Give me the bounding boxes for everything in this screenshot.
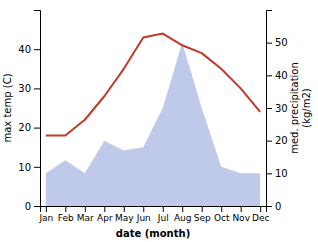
- tick-label: 40: [18, 44, 31, 55]
- tick-label: Mar: [77, 213, 94, 223]
- tick: 0: [25, 201, 40, 212]
- tick: 0: [266, 201, 281, 212]
- tick: 10: [18, 162, 40, 173]
- y2-axis: 0 10 20 30 40 50: [266, 11, 288, 212]
- tick: 40: [18, 44, 40, 55]
- tick-mark: [34, 88, 40, 89]
- tick-label: 0: [275, 201, 281, 212]
- tick: Mar: [77, 206, 94, 223]
- tick: May: [115, 206, 134, 223]
- x-axis-line: [41, 207, 267, 213]
- tick: 30: [266, 103, 288, 114]
- tick: Nov: [232, 206, 250, 223]
- y2-axis-line: [267, 11, 273, 207]
- tick-label: 50: [275, 37, 288, 48]
- tick-label: Aug: [174, 213, 192, 223]
- tick: 10: [266, 168, 288, 179]
- tick-mark: [34, 128, 40, 129]
- tick-mark: [124, 206, 125, 212]
- tick-mark: [266, 43, 272, 44]
- tick-mark: [182, 206, 183, 212]
- tick-label: 10: [18, 162, 31, 173]
- tick: 40: [266, 70, 288, 81]
- tick-label: 30: [18, 83, 31, 94]
- tick: Oct: [214, 206, 230, 223]
- tick-mark: [260, 206, 261, 212]
- tick-label: Oct: [214, 213, 230, 223]
- tick-mark: [221, 206, 222, 212]
- tick: Aug: [174, 206, 192, 223]
- tick: Apr: [97, 206, 113, 223]
- tick-mark: [202, 206, 203, 212]
- tick-mark: [266, 108, 272, 109]
- tick-mark: [241, 206, 242, 212]
- tick-label: Sep: [194, 213, 211, 223]
- tick: Jun: [136, 206, 151, 223]
- tick-mark: [34, 206, 40, 207]
- tick-label: Nov: [232, 213, 250, 223]
- tick-mark: [143, 206, 144, 212]
- tick: Jul: [157, 206, 169, 223]
- tick-mark: [163, 206, 164, 212]
- tick-label: 40: [275, 70, 288, 81]
- y-axis: 0 10 20 30 40: [18, 11, 40, 212]
- y-axis-title: max temp (C): [2, 73, 13, 142]
- tick: Dec: [252, 206, 269, 223]
- x-axis-title: date (month): [116, 228, 190, 239]
- chart: Jan FebMarAprMayJun Jul AugSepOctNovDec 0 10 2…: [0, 0, 318, 242]
- tick: 50: [266, 37, 288, 48]
- tick: Jan: [38, 206, 53, 223]
- tick-mark: [266, 141, 272, 142]
- tick-mark: [65, 206, 66, 212]
- tick-mark: [266, 206, 272, 207]
- tick-label: Apr: [97, 213, 113, 223]
- tick-label: 20: [18, 122, 31, 133]
- y-axis-line: [34, 11, 41, 207]
- tick: 20: [266, 135, 288, 146]
- tick-label: Jan: [38, 213, 53, 223]
- tick-mark: [34, 167, 40, 168]
- y2-axis-title: med. precipitation(kg/m2): [289, 62, 312, 154]
- plot: Jan FebMarAprMayJun Jul AugSepOctNovDec 0 10 2…: [2, 11, 312, 240]
- tick: Sep: [194, 206, 211, 223]
- tick-label: 20: [275, 135, 288, 146]
- marks: [46, 34, 260, 206]
- tick-label: 0: [25, 201, 31, 212]
- tick-mark: [104, 206, 105, 212]
- tick-label: Jul: [157, 213, 169, 223]
- tick-mark: [85, 206, 86, 212]
- tick-label: 30: [275, 103, 288, 114]
- tick-mark: [266, 173, 272, 174]
- line: [46, 34, 260, 136]
- tick-label: Jun: [136, 213, 151, 223]
- tick-label: May: [115, 213, 134, 223]
- tick-label: Dec: [252, 213, 269, 223]
- tick: 20: [18, 122, 40, 133]
- tick-label: 10: [275, 168, 288, 179]
- x-axis: Jan FebMarAprMayJun Jul AugSepOctNovDec: [38, 206, 269, 223]
- tick-label: Feb: [58, 213, 74, 223]
- tick-mark: [46, 206, 47, 212]
- tick-mark: [266, 75, 272, 76]
- tick: 30: [18, 83, 40, 94]
- tick: Feb: [58, 206, 74, 223]
- tick-mark: [34, 49, 40, 50]
